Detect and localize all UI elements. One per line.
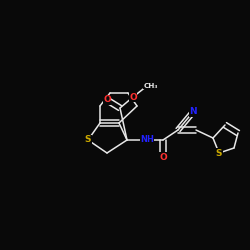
Text: N: N: [189, 108, 197, 116]
Text: NH: NH: [140, 136, 154, 144]
Text: O: O: [129, 92, 137, 102]
Text: O: O: [103, 96, 111, 104]
Text: CH₃: CH₃: [144, 83, 158, 89]
Text: O: O: [159, 152, 167, 162]
Text: S: S: [85, 136, 91, 144]
Text: S: S: [216, 148, 222, 158]
